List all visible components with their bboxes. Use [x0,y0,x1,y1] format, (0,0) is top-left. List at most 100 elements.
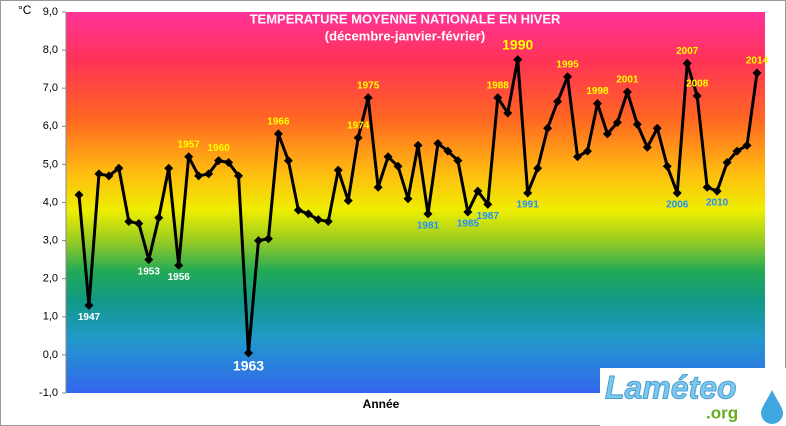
point-label: 1957 [178,139,201,150]
marker [543,123,553,133]
marker [383,152,393,162]
y-tick-label: 7,0 [43,82,58,94]
marker [682,58,692,68]
marker [263,234,273,244]
marker [752,68,762,78]
marker [283,156,293,166]
marker [493,93,503,103]
point-label: 1963 [233,358,264,374]
marker [373,182,383,192]
marker [363,93,373,103]
point-label: 1991 [517,200,540,211]
marker [104,171,114,181]
marker [712,186,722,196]
x-axis-label: Année [363,397,400,411]
marker [692,91,702,101]
point-label: 1947 [78,312,101,323]
marker [423,209,433,219]
marker [483,199,493,209]
plot-area [66,12,765,393]
marker [94,169,104,179]
point-label: 1953 [138,266,161,277]
marker [463,207,473,217]
point-label: 2006 [666,200,689,211]
y-axis-label: °C [18,3,32,17]
marker [184,152,194,162]
marker [134,218,144,228]
marker [732,146,742,156]
marker [174,260,184,270]
y-tick-label: 6,0 [43,120,58,132]
point-label: 1985 [457,219,480,230]
marker [353,133,363,143]
point-label: 2010 [706,198,729,209]
point-label: 1995 [556,59,579,70]
marker [164,163,174,173]
point-label: 1990 [502,36,533,52]
marker [583,146,592,156]
marker [523,188,533,198]
marker [563,72,573,82]
point-label: 1988 [487,80,510,91]
marker [313,215,323,225]
point-label: 1960 [207,143,230,154]
logo-bg [600,368,786,426]
point-label: 1974 [347,120,370,131]
marker [672,188,682,198]
marker [592,98,602,108]
y-tick-label: 2,0 [43,273,58,285]
chart-subtitle: (décembre-janvier-février) [325,28,485,43]
marker [124,217,134,227]
point-label: 1998 [586,86,609,97]
y-tick-label: -1,0 [39,387,58,399]
marker [722,157,732,167]
marker [244,348,253,358]
marker [224,157,234,167]
marker [642,142,652,152]
point-label: 2008 [686,78,709,89]
marker [632,119,642,129]
y-tick-label: 5,0 [43,158,58,170]
marker [253,236,263,246]
point-label: 1975 [357,80,380,91]
marker [84,300,94,310]
point-label: 2007 [676,46,699,57]
marker [273,129,283,139]
y-tick-label: 4,0 [43,196,58,208]
marker [602,129,612,139]
marker [662,161,672,171]
logo-suffix: .org [706,403,738,422]
marker [553,97,563,107]
marker [433,138,443,148]
y-tick-label: 1,0 [43,311,58,323]
marker [293,205,303,215]
point-label: 1956 [168,272,191,283]
marker [114,163,124,173]
chart-title: TEMPERATURE MOYENNE NATIONALE EN HIVER [250,11,561,26]
point-label: 1966 [267,117,290,128]
marker [343,196,353,206]
marker [742,140,752,150]
marker [333,165,343,175]
marker [393,161,403,171]
marker [234,171,244,181]
marker [323,217,333,227]
y-tick-label: 9,0 [43,6,58,18]
marker [403,194,413,204]
point-label: 1981 [417,221,440,232]
marker [413,140,423,150]
marker [453,156,463,166]
marker [652,123,662,133]
marker [533,163,543,173]
marker [154,213,164,223]
point-label: 2014 [746,56,769,67]
marker [144,255,154,265]
marker [473,186,483,196]
y-tick-label: 3,0 [43,235,58,247]
point-label: 1987 [477,211,500,222]
marker [702,182,712,192]
marker [204,169,214,179]
marker [513,55,523,65]
logo-name: Laméteo [605,369,737,405]
